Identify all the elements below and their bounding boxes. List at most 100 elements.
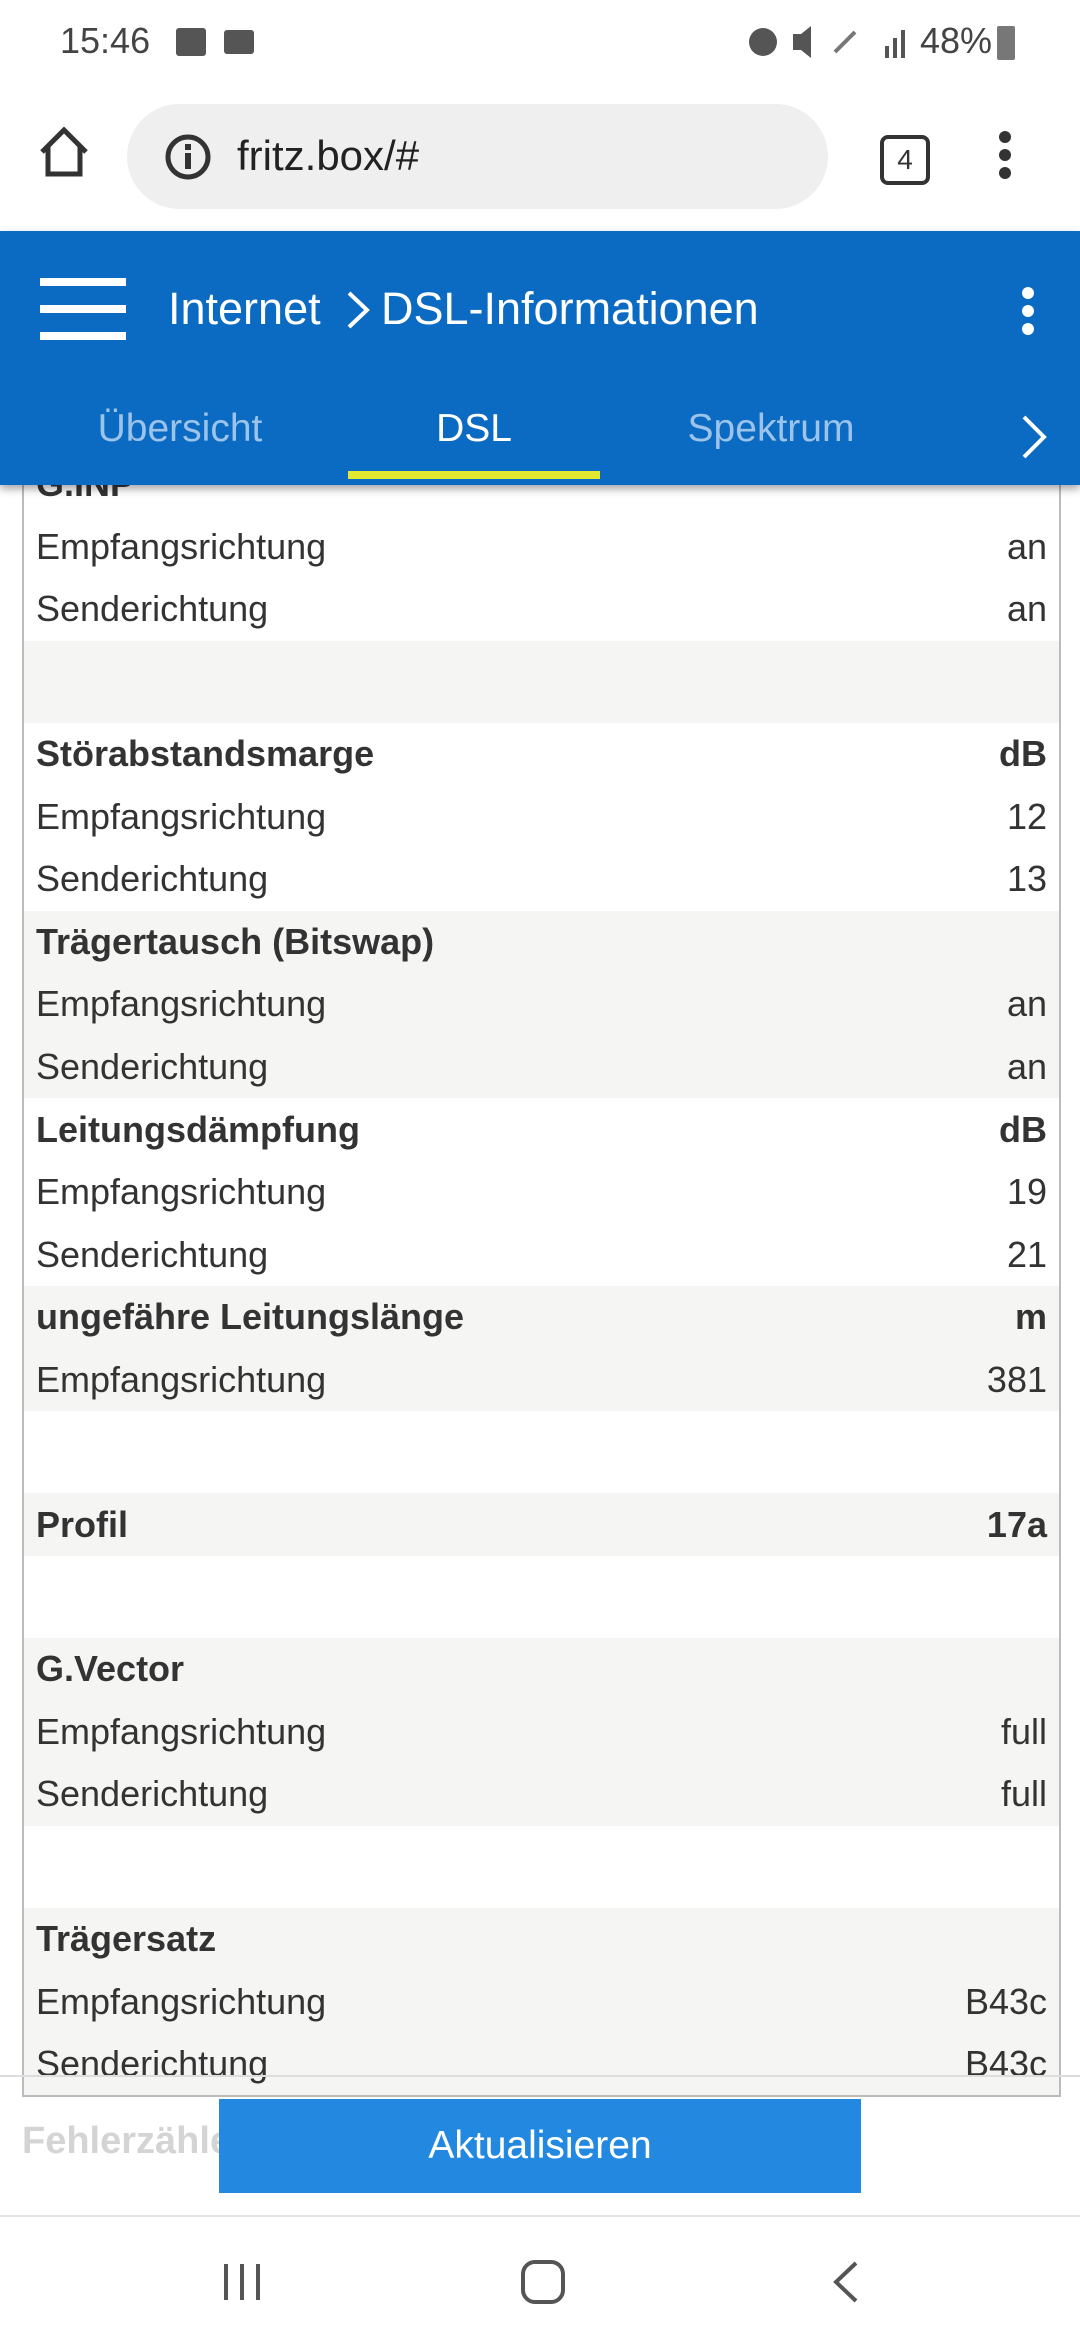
spacer — [24, 1556, 1059, 1638]
section: Trägertausch (Bitswap) Empfangsrichtung an… — [24, 910, 1059, 1099]
breadcrumb: DSL-Informationen — [381, 283, 759, 334]
tab[interactable]: DSL — [436, 407, 512, 450]
section: G.Vector Empfangsrichtung full Senderichtun… — [24, 1637, 1059, 1826]
section-title: Fehlerzähle — [22, 2120, 232, 2162]
row-value: 19 — [1006, 1171, 1047, 1213]
hamburger-menu[interactable] — [40, 276, 126, 342]
refresh-button[interactable]: Aktualisieren — [219, 2099, 861, 2193]
row-value: full — [1000, 1710, 1047, 1752]
table-row: Empfangsrichtung an — [24, 973, 1059, 1036]
section-header: Störabstandsmarge dB — [24, 723, 1059, 786]
row-label: Empfangsrichtung — [36, 525, 327, 567]
battery: 48% — [920, 20, 993, 61]
spacer — [24, 1411, 1059, 1493]
row-label: Empfangsrichtung — [36, 983, 327, 1025]
section-header: G.Vector — [24, 1638, 1059, 1701]
tab-scroll-arrow[interactable] — [1020, 413, 1048, 461]
notification-icons — [176, 28, 254, 56]
section-title: G.Vector — [36, 1648, 185, 1690]
section-unit: dB — [999, 733, 1047, 775]
section: Störabstandsmarge dB Empfangsrichtung 12 Sen… — [24, 723, 1059, 911]
header-menu[interactable] — [1019, 286, 1037, 336]
section: Leitungsdämpfung dB Empfangsrichtung 19 Send… — [24, 1098, 1059, 1286]
section: ungefähre Leitungslänge m Empfangsrichtung… — [24, 1286, 1059, 1412]
section-unit: 17a — [986, 1503, 1047, 1545]
row-label: Senderichtung — [36, 2043, 269, 2085]
back-button[interactable] — [830, 2259, 860, 2305]
section: G.INPEmpfangsrichtunganSenderichtungan — [24, 453, 1059, 641]
breadcrumb[interactable]: Internet — [168, 283, 321, 334]
table-row: Senderichtung an — [24, 1036, 1059, 1099]
row-value: an — [1006, 588, 1047, 630]
breadcrumb-chevron — [347, 291, 370, 329]
section-title: Trägersatz — [36, 1917, 217, 1959]
section-title: Störabstandsmarge — [36, 733, 375, 775]
section-header: Leitungsdämpfung dB — [24, 1098, 1059, 1161]
row-value: B43c — [964, 1980, 1047, 2022]
row-value: an — [1006, 983, 1047, 1025]
home-nav-button[interactable] — [520, 2259, 566, 2305]
row-label: Empfangsrichtung — [36, 1980, 327, 2022]
table-row: Senderichtung an — [24, 578, 1059, 641]
table-row: Senderichtung B43c — [24, 2033, 1059, 2096]
address-bar[interactable] — [127, 104, 828, 209]
table-row: Empfangsrichtung an — [24, 516, 1059, 579]
app-header: Internet DSL-Informationen Übersicht DSL… — [0, 231, 1080, 485]
row-value: 21 — [1006, 1233, 1047, 1275]
section-title: Trägertausch (Bitswap) — [36, 920, 435, 962]
navigation-bar — [0, 2215, 1080, 2342]
table-row: Senderichtung 21 — [24, 1224, 1059, 1287]
row-label: Senderichtung — [36, 1233, 269, 1275]
battery-icon — [997, 26, 1015, 60]
active-tab-indicator — [348, 471, 600, 479]
tab[interactable]: Übersicht — [97, 407, 263, 450]
row-label: Senderichtung — [36, 858, 269, 900]
row-value: B43c — [964, 2043, 1047, 2085]
status-bar: 15:46 48% — [0, 0, 1080, 82]
section: Profil 17a — [24, 1493, 1059, 1556]
section-header: Trägersatz — [24, 1908, 1059, 1971]
tab-count[interactable]: 4 — [880, 135, 930, 185]
row-label: Empfangsrichtung — [36, 1710, 327, 1752]
url[interactable]: fritz.box/# — [237, 132, 420, 179]
time: 15:46 — [60, 20, 151, 61]
section: Trägersatz Empfangsrichtung B43c Sendericht… — [24, 1907, 1059, 2096]
row-label: Empfangsrichtung — [36, 1359, 327, 1401]
section-title: ungefähre Leitungslänge — [36, 1296, 465, 1338]
section-title: Profil — [36, 1503, 129, 1545]
spacer — [24, 1826, 1059, 1908]
row-label: Senderichtung — [36, 1046, 269, 1088]
recents-button[interactable] — [222, 2262, 262, 2302]
table-row: Empfangsrichtung B43c — [24, 1970, 1059, 2033]
menu-button[interactable] — [995, 130, 1015, 180]
row-label: Empfangsrichtung — [36, 795, 327, 837]
row-value: 381 — [986, 1359, 1047, 1401]
table-row: Empfangsrichtung full — [24, 1701, 1059, 1764]
section-unit: dB — [999, 1108, 1047, 1150]
system-icons — [749, 26, 905, 58]
section-unit: m — [1014, 1296, 1047, 1338]
row-value: an — [1006, 1046, 1047, 1088]
table-row: Empfangsrichtung 381 — [24, 1349, 1059, 1412]
row-value: full — [1000, 1773, 1047, 1815]
table-row: Empfangsrichtung 12 — [24, 785, 1059, 848]
table-row: Empfangsrichtung 19 — [24, 1161, 1059, 1224]
row-label: Senderichtung — [36, 588, 269, 630]
row-label: Senderichtung — [36, 1773, 269, 1815]
tab[interactable]: Spektrum — [687, 407, 855, 450]
row-value: 13 — [1006, 858, 1047, 900]
dsl-table: G.INPEmpfangsrichtunganSenderichtunganSt… — [22, 453, 1061, 2098]
table-row: Senderichtung 13 — [24, 848, 1059, 911]
section-header: Trägertausch (Bitswap) — [24, 911, 1059, 974]
info-icon[interactable] — [164, 133, 212, 181]
section-header: Profil 17a — [24, 1493, 1059, 1556]
row-value: an — [1006, 525, 1047, 567]
home-button[interactable] — [38, 126, 90, 178]
spacer — [24, 640, 1059, 723]
row-label: Empfangsrichtung — [36, 1171, 327, 1213]
table-row: Senderichtung full — [24, 1763, 1059, 1826]
row-value: 12 — [1006, 795, 1047, 837]
divider — [0, 2075, 1080, 2077]
section-header: ungefähre Leitungslänge m — [24, 1286, 1059, 1349]
